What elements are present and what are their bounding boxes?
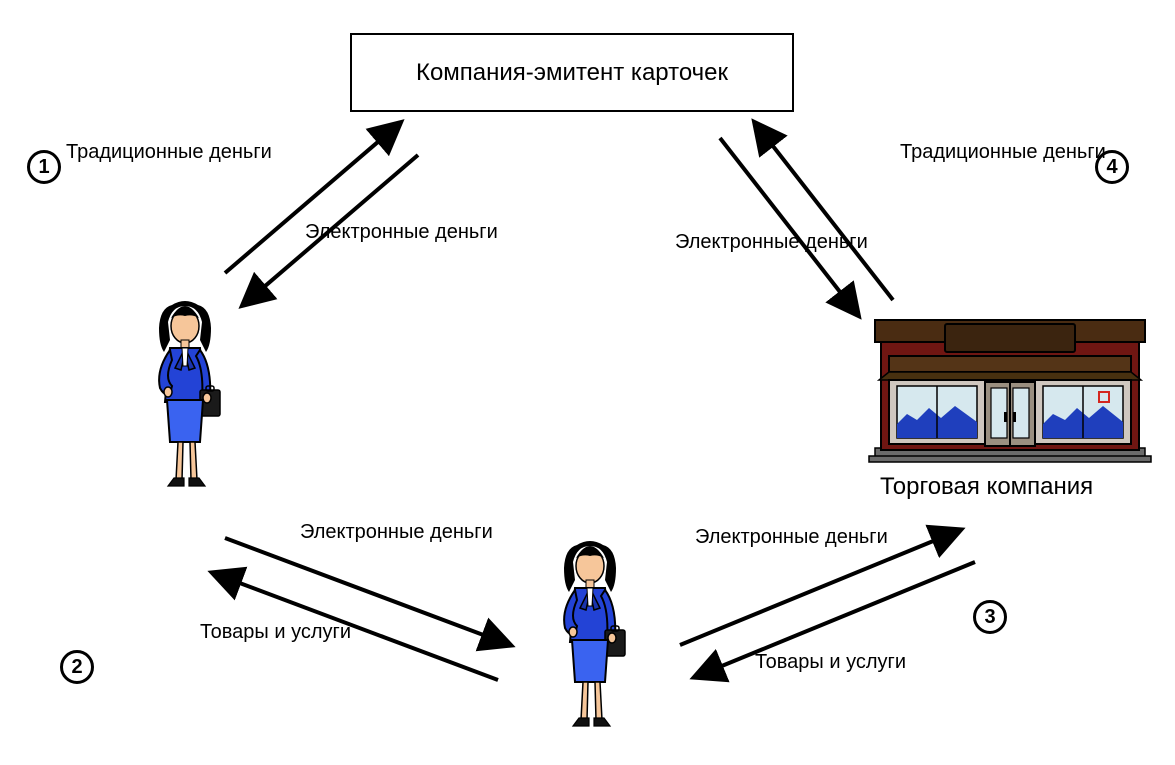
arrow-3 <box>720 138 858 315</box>
issuer-label: Компания-эмитент карточек <box>416 59 728 87</box>
arrows <box>213 123 975 680</box>
store-label: Торговая компания <box>880 472 1093 502</box>
edge-label-4: Электронные деньги <box>300 520 493 545</box>
marker-1: 1 <box>27 150 61 184</box>
marker-3: 3 <box>973 600 1007 634</box>
edge-label-3: Электронные деньги <box>675 230 868 255</box>
store-icon <box>869 320 1151 462</box>
person-bottom-icon <box>564 541 625 726</box>
arrow-2 <box>755 123 893 300</box>
edge-label-7: Товары и услуги <box>755 650 906 675</box>
person-left-icon <box>159 301 220 486</box>
edge-label-6: Электронные деньги <box>695 525 888 550</box>
issuer-box: Компания-эмитент карточек <box>350 33 794 112</box>
edge-label-5: Товары и услуги <box>200 620 351 645</box>
edge-label-2: Традиционные деньги <box>900 140 1106 165</box>
diagram-canvas <box>0 0 1175 765</box>
edge-label-0: Традиционные деньги <box>66 140 272 165</box>
edge-label-1: Электронные деньги <box>305 220 498 245</box>
marker-2: 2 <box>60 650 94 684</box>
